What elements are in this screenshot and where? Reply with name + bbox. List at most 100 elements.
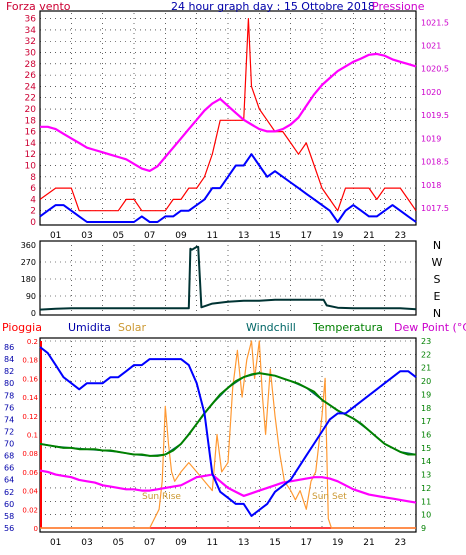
legend-solar: Solar (118, 321, 147, 334)
y-rain-tick-label: 0.1 (27, 432, 38, 440)
chart-title: 24 hour graph day : 15 Ottobre 2018 (171, 0, 375, 13)
y-humidity-tick-label: 82 (4, 367, 14, 376)
compass-label: N (433, 239, 441, 252)
y-humidity-tick-label: 58 (4, 512, 14, 521)
x-tick-label: 09 (175, 538, 187, 548)
y-humidity-tick-label: 68 (4, 452, 14, 461)
x-tick-label: 11 (207, 231, 218, 241)
x-tick-label: 09 (175, 231, 187, 241)
x-tick-label: 15 (269, 231, 280, 241)
x-tick-label: 07 (144, 231, 155, 241)
y-left-tick-label: 20 (25, 105, 37, 115)
y-direction-tick-label: 90 (26, 292, 36, 301)
y-left-tick-label: 34 (25, 26, 37, 36)
y-temp-tick-label: 18 (421, 404, 431, 413)
y-left-tick-label: 30 (25, 49, 37, 59)
series-solar (40, 340, 416, 529)
y-left-tick-label: 32 (25, 37, 36, 47)
x-tick-label: 07 (144, 538, 155, 548)
x-tick-label: 21 (363, 538, 374, 548)
y-humidity-tick-label: 66 (4, 464, 14, 473)
y-left-tick-label: 10 (25, 162, 37, 172)
y-temp-tick-label: 12 (421, 484, 431, 493)
x-tick-label: 03 (81, 231, 92, 241)
wind-plot (39, 18, 417, 223)
y-rain-tick-label: 0.14 (22, 394, 38, 402)
y-temp-tick-label: 11 (421, 497, 431, 506)
y-left-tick-label: 22 (25, 94, 36, 104)
y-direction-tick-label: 180 (21, 275, 36, 284)
x-tick-label: 19 (332, 231, 344, 241)
grid-lines (40, 13, 416, 528)
header-right-label: Pressione (372, 0, 425, 13)
x-tick-label: 05 (113, 538, 124, 548)
y-rain-tick-label: 0.04 (22, 488, 38, 496)
y-left-tick-label: 28 (25, 60, 37, 70)
series-gust (39, 18, 417, 212)
y-left-tick-label: 26 (25, 71, 37, 81)
y-right-tick-label: 1019.5 (421, 111, 449, 120)
y-left-tick-label: 18 (25, 116, 37, 126)
x-tick-label: 19 (332, 538, 344, 548)
x-tick-label: 15 (269, 538, 280, 548)
y-left-tick-label: 0 (30, 218, 36, 228)
compass-label: N (433, 307, 441, 320)
y-direction-tick-label: 270 (21, 258, 36, 267)
sunset-label: Sun Set (312, 492, 347, 502)
y-left-tick-label: 2 (30, 207, 36, 217)
compass-label: W (432, 256, 443, 269)
series-dew-point (39, 469, 417, 504)
legend-windchill: Windchill (246, 321, 296, 334)
y-left-tick-label: 24 (25, 82, 37, 92)
legend-humidity: Umidita (68, 321, 111, 334)
series-temperature (39, 372, 416, 457)
x-tick-label: 21 (363, 231, 374, 241)
series-humidity (39, 346, 417, 517)
y-direction-tick-label: 0 (31, 309, 36, 318)
y-rain-tick-label: 0.02 (22, 506, 38, 514)
y-temp-tick-label: 21 (421, 364, 431, 373)
y-temp-tick-label: 20 (421, 377, 431, 386)
y-right-tick-label: 1018 (421, 181, 441, 190)
y-right-tick-label: 1019 (421, 134, 441, 143)
y-right-tick-label: 1017.5 (421, 204, 449, 213)
y-direction-tick-label: 360 (21, 241, 36, 250)
y-rain-tick-label: 0.12 (22, 413, 38, 421)
y-right-tick-label: 1020 (421, 88, 441, 97)
axis-labels: 0246810121416182022242628303234361017.51… (4, 15, 449, 548)
y-temp-tick-label: 13 (421, 471, 431, 480)
x-tick-label: 13 (238, 538, 249, 548)
direction-plot (39, 245, 417, 311)
legend-dew-point: Dew Point (°C) (394, 321, 466, 334)
y-temp-tick-label: 19 (421, 390, 431, 399)
x-tick-label: 13 (238, 231, 249, 241)
x-tick-label: 03 (81, 538, 92, 548)
y-humidity-tick-label: 80 (4, 379, 14, 388)
y-humidity-tick-label: 76 (4, 403, 14, 412)
y-left-tick-label: 12 (25, 150, 36, 160)
y-temp-tick-label: 15 (421, 444, 431, 453)
y-right-tick-label: 1021 (421, 42, 441, 51)
y-left-tick-label: 8 (30, 173, 36, 183)
y-left-tick-label: 36 (25, 15, 37, 25)
y-humidity-tick-label: 70 (4, 440, 14, 449)
y-rain-tick-label: 0.2 (27, 338, 38, 346)
weather-plot (39, 340, 417, 529)
y-temp-tick-label: 14 (421, 457, 431, 466)
y-rain-tick-label: 0.16 (22, 375, 38, 383)
y-temp-tick-label: 22 (421, 350, 431, 359)
y-rain-tick-label: 0.08 (22, 450, 38, 458)
y-left-tick-label: 16 (25, 128, 37, 138)
series-pressure (40, 52, 417, 172)
panel3-frame (39, 337, 417, 533)
y-rain-tick-label: 0.06 (22, 469, 38, 477)
x-tick-label: 05 (113, 231, 124, 241)
panel2-frame (39, 240, 417, 316)
y-humidity-tick-label: 62 (4, 488, 14, 497)
y-humidity-tick-label: 84 (4, 355, 14, 364)
y-rain-tick-label: 0.18 (22, 357, 38, 365)
series-windchill (39, 372, 417, 457)
x-tick-label: 11 (207, 538, 218, 548)
y-temp-tick-label: 17 (421, 417, 431, 426)
